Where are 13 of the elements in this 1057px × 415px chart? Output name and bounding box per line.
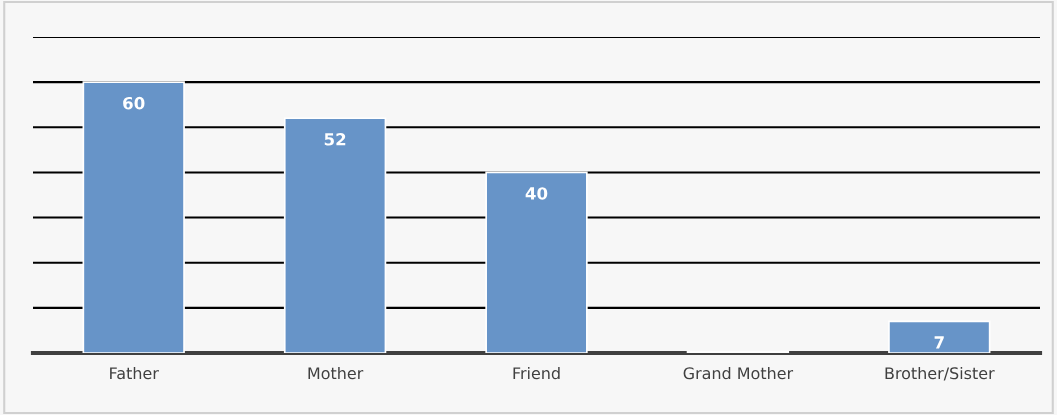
x-tick-label: Mother bbox=[308, 366, 364, 380]
x-tick-label: Grand Mother bbox=[683, 366, 794, 380]
data-label: 52 bbox=[324, 132, 346, 146]
bar bbox=[82, 81, 185, 353]
bar bbox=[888, 320, 991, 353]
data-label: 7 bbox=[934, 336, 944, 349]
data-label: 40 bbox=[525, 187, 548, 200]
bar bbox=[283, 117, 387, 353]
bar bbox=[485, 171, 588, 353]
x-tick-label: Brother/Sister bbox=[885, 366, 995, 381]
data-label: 60 bbox=[123, 96, 145, 110]
x-tick-label: Father bbox=[110, 366, 159, 380]
x-tick-label: Friend bbox=[513, 366, 560, 380]
